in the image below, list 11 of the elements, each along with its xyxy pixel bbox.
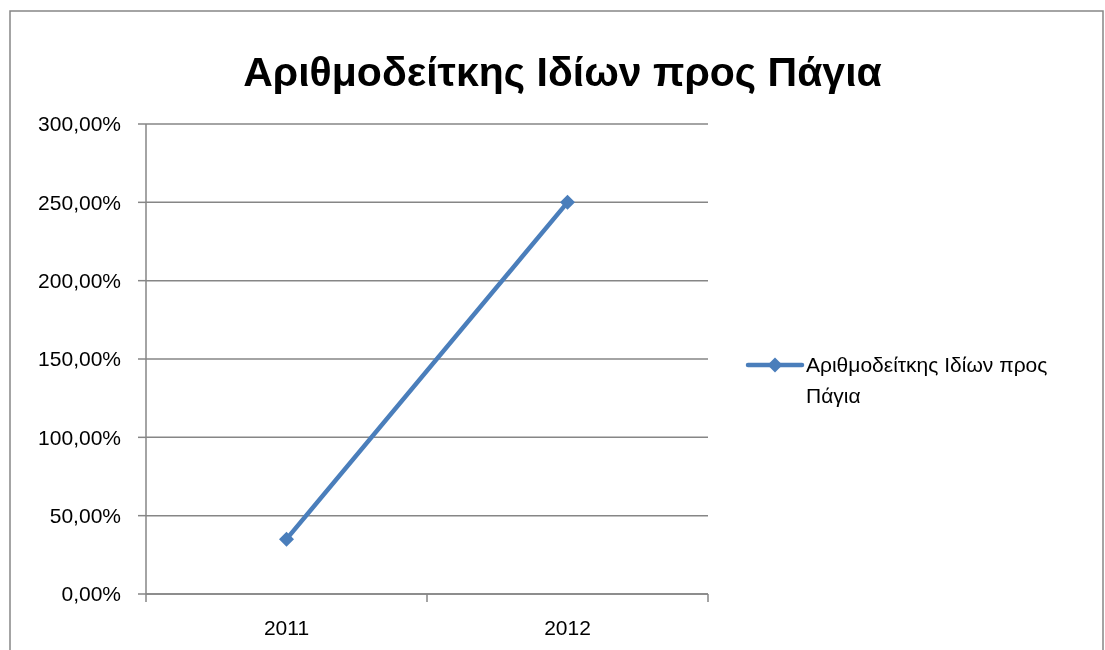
legend-label: Αριθμοδείτκης Ιδίων προς Πάγια: [806, 353, 1048, 408]
y-tick-label: 300,00%: [38, 112, 121, 136]
chart-title: Αριθμοδείτκης Ιδίων προς Πάγια: [243, 49, 882, 95]
x-tick-label: 2011: [263, 616, 310, 640]
y-tick-label: 250,00%: [38, 190, 121, 214]
y-tick-label: 100,00%: [38, 425, 121, 449]
y-tick-label: 200,00%: [38, 269, 121, 293]
y-tick-label: 50,00%: [49, 504, 121, 528]
x-tick-label: 2012: [544, 616, 591, 640]
y-tick-label: 0,00%: [61, 582, 121, 606]
y-tick-label: 150,00%: [38, 347, 121, 371]
